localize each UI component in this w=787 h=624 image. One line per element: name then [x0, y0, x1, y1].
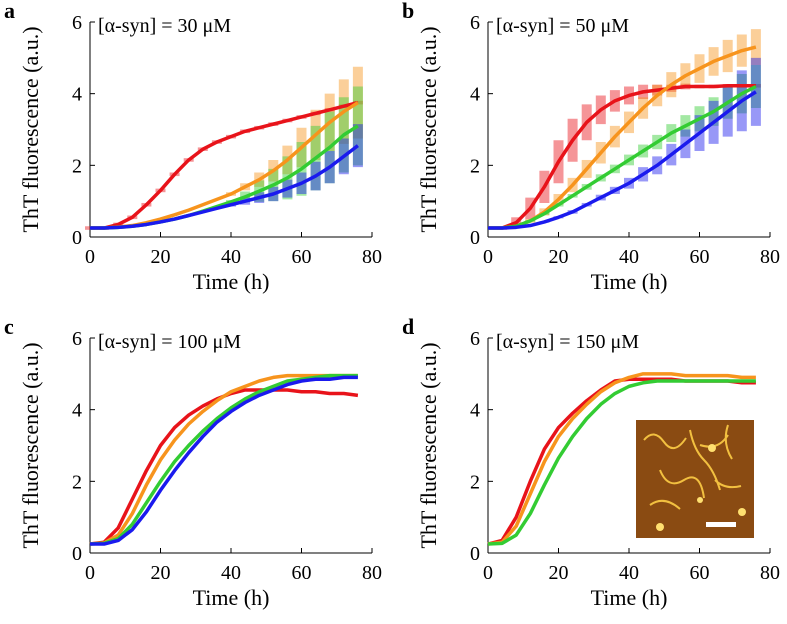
annotation: [α-syn] = 50 μM	[496, 15, 629, 37]
series-line	[488, 84, 756, 230]
y-tick-label: 2	[470, 471, 480, 493]
x-tick-label: 20	[151, 246, 171, 268]
panel-label: b	[402, 0, 414, 23]
x-axis-label: Time (h)	[193, 585, 270, 610]
x-tick-label: 20	[151, 562, 171, 584]
series-line	[90, 144, 359, 230]
aggregate	[708, 444, 716, 452]
y-axis-label: ThT fluorescence (a.u.)	[18, 26, 43, 232]
x-tick-label: 20	[549, 246, 569, 268]
afm-inset	[636, 420, 754, 538]
y-tick-label: 4	[470, 84, 480, 106]
panel-label: d	[402, 314, 414, 339]
x-tick-label: 80	[760, 246, 780, 268]
y-tick-label: 0	[470, 543, 480, 565]
series-line	[487, 372, 756, 546]
y-tick-label: 2	[470, 155, 480, 177]
x-tick-label: 40	[619, 246, 639, 268]
series-line	[90, 100, 359, 230]
x-tick-label: 40	[221, 246, 241, 268]
x-tick-label: 40	[221, 562, 241, 584]
series-line	[488, 90, 757, 230]
panel-label: a	[4, 0, 15, 23]
x-tick-label: 40	[619, 562, 639, 584]
series-line	[488, 84, 757, 230]
x-axis-label: Time (h)	[591, 269, 668, 294]
y-axis-label: ThT fluorescence (a.u.)	[18, 342, 43, 548]
series-line	[487, 379, 756, 546]
x-tick-label: 0	[85, 562, 95, 584]
x-tick-label: 0	[483, 562, 493, 584]
x-tick-label: 80	[760, 562, 780, 584]
aggregate	[738, 508, 746, 516]
x-tick-label: 20	[549, 562, 569, 584]
x-tick-label: 60	[292, 246, 312, 268]
panel-label: c	[4, 314, 14, 339]
y-tick-label: 0	[72, 227, 82, 249]
y-tick-label: 4	[470, 400, 480, 422]
scale-bar	[706, 522, 736, 527]
series-line	[89, 373, 358, 546]
annotation: [α-syn] = 100 μM	[98, 331, 241, 353]
aggregate	[697, 497, 703, 503]
x-tick-label: 80	[362, 562, 382, 584]
y-tick-label: 6	[72, 12, 82, 34]
y-tick-label: 4	[72, 400, 82, 422]
y-tick-label: 6	[470, 12, 480, 34]
x-tick-label: 0	[85, 246, 95, 268]
y-tick-label: 2	[72, 471, 82, 493]
y-tick-label: 0	[72, 543, 82, 565]
y-tick-label: 4	[72, 84, 82, 106]
y-tick-label: 6	[470, 328, 480, 350]
x-axis-label: Time (h)	[193, 269, 270, 294]
fibrils	[643, 424, 742, 510]
aggregate	[656, 523, 664, 531]
y-tick-label: 6	[72, 328, 82, 350]
series-line	[90, 375, 358, 546]
annotation: [α-syn] = 150 μM	[496, 331, 639, 353]
x-tick-label: 0	[483, 246, 493, 268]
y-tick-label: 2	[72, 155, 82, 177]
y-axis-label: ThT fluorescence (a.u.)	[416, 342, 441, 548]
x-tick-label: 60	[292, 562, 312, 584]
y-tick-label: 0	[470, 227, 480, 249]
y-axis-label: ThT fluorescence (a.u.)	[416, 26, 441, 232]
x-tick-label: 60	[690, 562, 710, 584]
annotation: [α-syn] = 30 μM	[98, 15, 231, 37]
x-tick-label: 60	[690, 246, 710, 268]
x-tick-label: 80	[362, 246, 382, 268]
series-line	[89, 373, 358, 546]
x-axis-label: Time (h)	[591, 585, 668, 610]
